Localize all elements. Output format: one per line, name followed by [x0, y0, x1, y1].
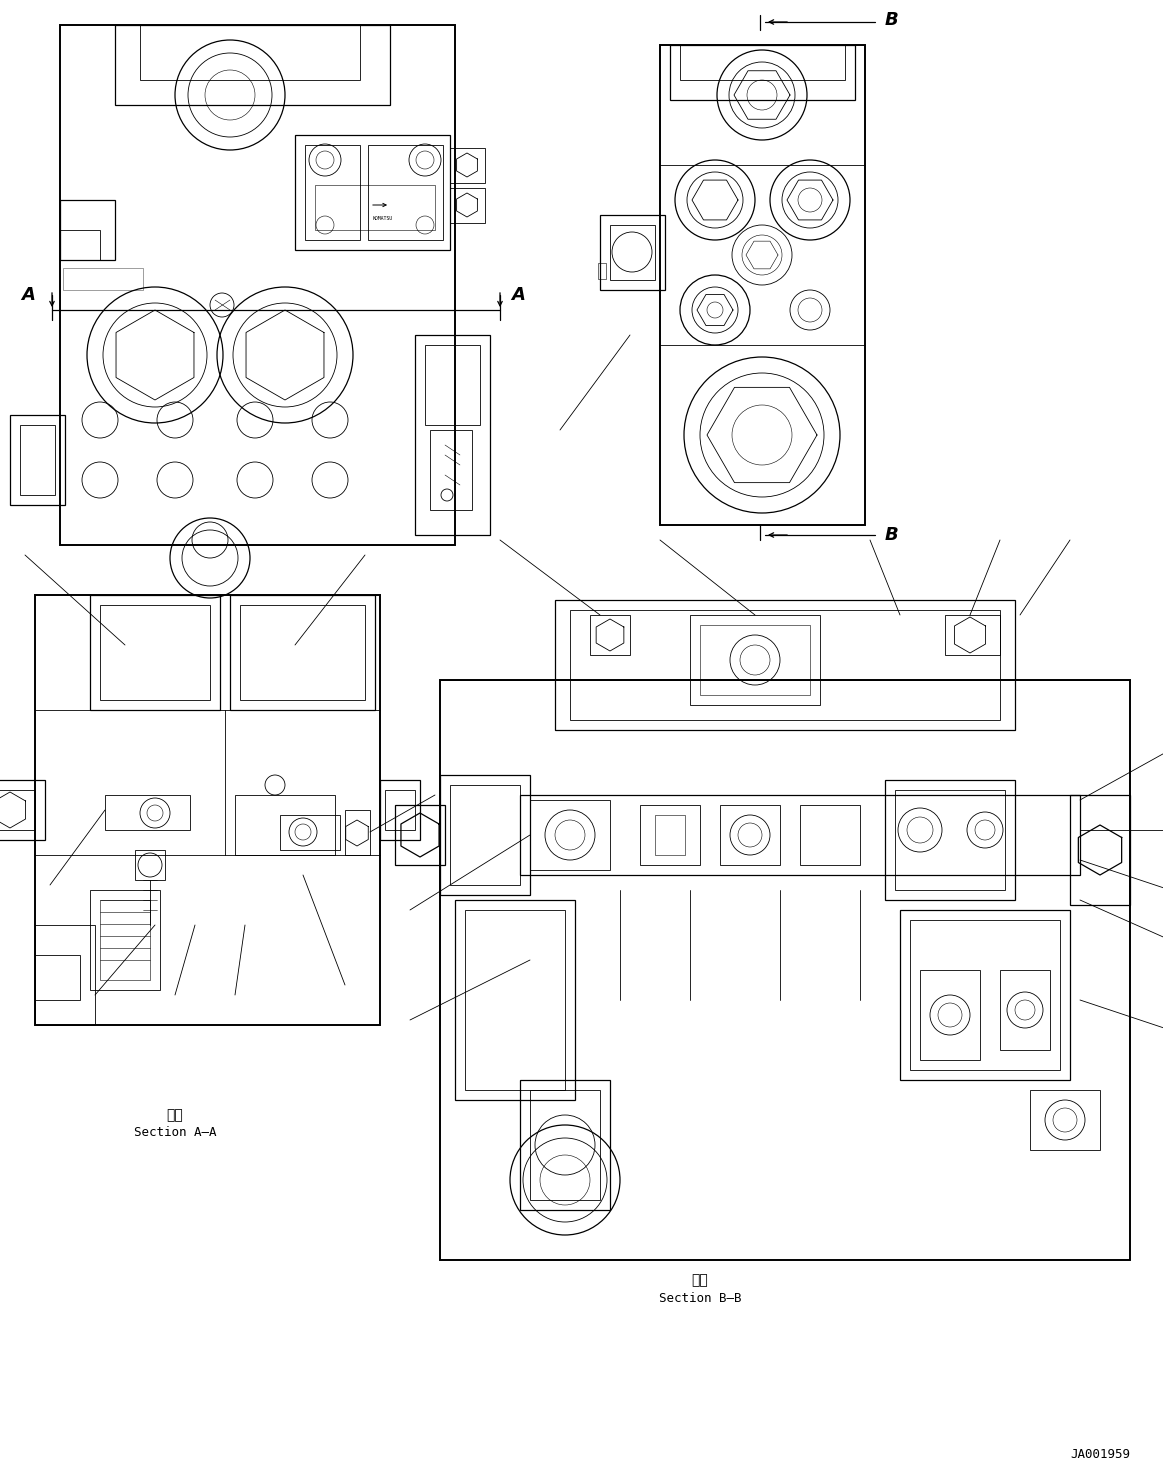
- Bar: [450, 785, 520, 884]
- Bar: [90, 595, 220, 709]
- Bar: [240, 605, 365, 700]
- Bar: [395, 804, 445, 865]
- Bar: [659, 45, 865, 525]
- Bar: [440, 680, 1130, 1260]
- Bar: [440, 775, 530, 895]
- Bar: [430, 430, 472, 510]
- Bar: [415, 335, 490, 536]
- Bar: [800, 804, 859, 865]
- Bar: [315, 186, 435, 230]
- Text: A: A: [511, 286, 525, 304]
- Bar: [530, 1091, 600, 1201]
- Bar: [60, 200, 115, 260]
- Bar: [1000, 971, 1050, 1051]
- Bar: [63, 269, 143, 289]
- Text: Section B–B: Section B–B: [658, 1291, 741, 1304]
- Bar: [465, 910, 565, 1091]
- Bar: [0, 789, 35, 830]
- Bar: [946, 614, 1000, 654]
- Bar: [90, 890, 160, 990]
- Text: A: A: [21, 286, 35, 304]
- Bar: [690, 614, 820, 705]
- Bar: [135, 850, 165, 880]
- Bar: [900, 910, 1070, 1080]
- Bar: [100, 605, 211, 700]
- Bar: [235, 795, 335, 855]
- Bar: [598, 263, 606, 279]
- Bar: [368, 145, 443, 240]
- Bar: [295, 135, 450, 249]
- Bar: [720, 804, 780, 865]
- Text: JA001959: JA001959: [1070, 1448, 1130, 1462]
- Text: KOMATSU: KOMATSU: [373, 215, 393, 221]
- Bar: [105, 795, 190, 830]
- Bar: [640, 804, 700, 865]
- Bar: [380, 781, 420, 840]
- Bar: [0, 781, 45, 840]
- Bar: [909, 920, 1059, 1070]
- Bar: [450, 148, 485, 183]
- Bar: [530, 800, 611, 870]
- Bar: [385, 789, 415, 830]
- Bar: [455, 899, 575, 1100]
- Text: Section A–A: Section A–A: [134, 1126, 216, 1140]
- Bar: [345, 810, 370, 855]
- Bar: [10, 416, 65, 505]
- Bar: [35, 956, 80, 1000]
- Bar: [520, 1080, 611, 1209]
- Bar: [600, 215, 665, 289]
- Bar: [670, 45, 855, 99]
- Bar: [655, 815, 685, 855]
- Text: B: B: [885, 525, 899, 545]
- Bar: [424, 344, 480, 424]
- Bar: [280, 815, 340, 850]
- Bar: [1070, 795, 1130, 905]
- Bar: [555, 600, 1015, 730]
- Bar: [20, 424, 55, 496]
- Text: 断面: 断面: [166, 1109, 184, 1122]
- Bar: [60, 25, 455, 545]
- Bar: [920, 971, 980, 1060]
- Bar: [450, 188, 485, 223]
- Bar: [885, 781, 1015, 899]
- Bar: [100, 899, 150, 979]
- Bar: [520, 795, 1080, 876]
- Text: B: B: [885, 10, 899, 30]
- Bar: [1030, 1091, 1100, 1150]
- Bar: [230, 595, 374, 709]
- Bar: [115, 25, 390, 105]
- Bar: [611, 226, 655, 280]
- Bar: [305, 145, 361, 240]
- Text: 断面: 断面: [692, 1273, 708, 1287]
- Bar: [590, 614, 630, 654]
- Bar: [570, 610, 1000, 720]
- Bar: [700, 625, 809, 695]
- Bar: [680, 45, 846, 80]
- Bar: [35, 595, 380, 1025]
- Bar: [140, 25, 361, 80]
- Bar: [60, 230, 100, 260]
- Bar: [896, 789, 1005, 890]
- Bar: [35, 925, 95, 1025]
